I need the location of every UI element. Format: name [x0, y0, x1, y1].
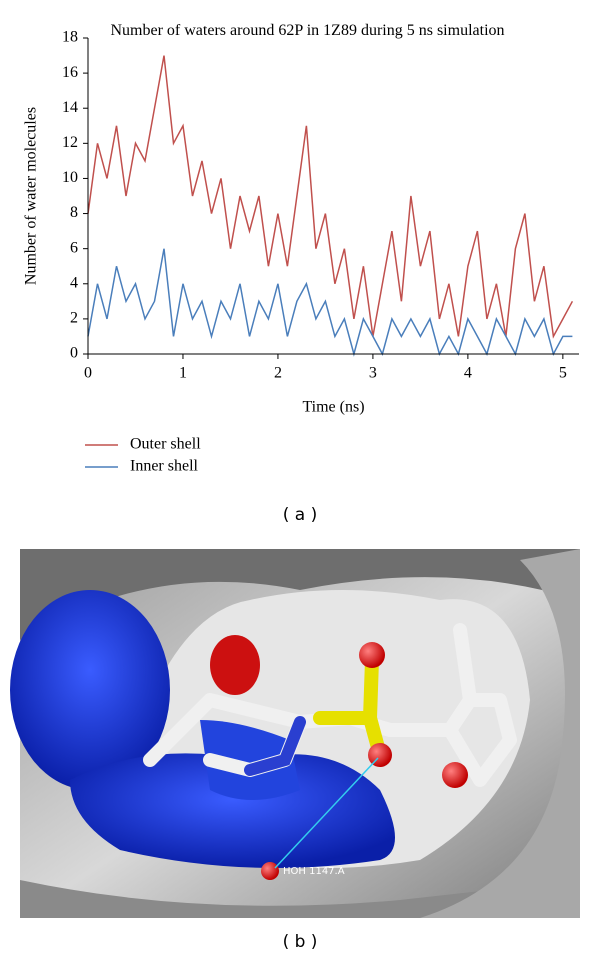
- legend-label: Inner shell: [130, 458, 199, 475]
- x-tick-label: 1: [179, 365, 187, 382]
- y-tick-label: 18: [62, 29, 78, 46]
- caption: ( a ): [283, 505, 318, 525]
- x-axis-label: Time (ns): [302, 399, 364, 416]
- y-tick-label: 6: [70, 239, 78, 256]
- y-axis-label: Number of water molecules: [23, 107, 40, 285]
- x-tick-label: 0: [84, 365, 92, 382]
- y-tick-label: 8: [70, 204, 78, 221]
- molecular-image: HOH 1147.A: [10, 549, 580, 918]
- y-tick-label: 10: [62, 169, 78, 186]
- x-tick-label: 3: [369, 365, 377, 382]
- image-annotation: HOH 1147.A: [283, 866, 345, 877]
- y-tick-label: 16: [62, 64, 78, 81]
- caption: ( b ): [283, 932, 318, 952]
- line-series: [87, 55, 574, 339]
- x-tick-label: 4: [464, 365, 472, 382]
- x-tick-label: 2: [274, 365, 282, 382]
- x-tick-label: 5: [559, 365, 567, 382]
- y-tick-label: 2: [70, 310, 78, 327]
- chart-title: Number of waters around 62P in 1Z89 duri…: [110, 22, 505, 39]
- y-tick-label: 0: [70, 345, 78, 362]
- line-series: [87, 248, 573, 357]
- y-tick-label: 14: [62, 99, 78, 116]
- y-tick-label: 12: [62, 134, 78, 151]
- y-tick-label: 4: [70, 274, 78, 291]
- legend-label: Outer shell: [130, 436, 201, 453]
